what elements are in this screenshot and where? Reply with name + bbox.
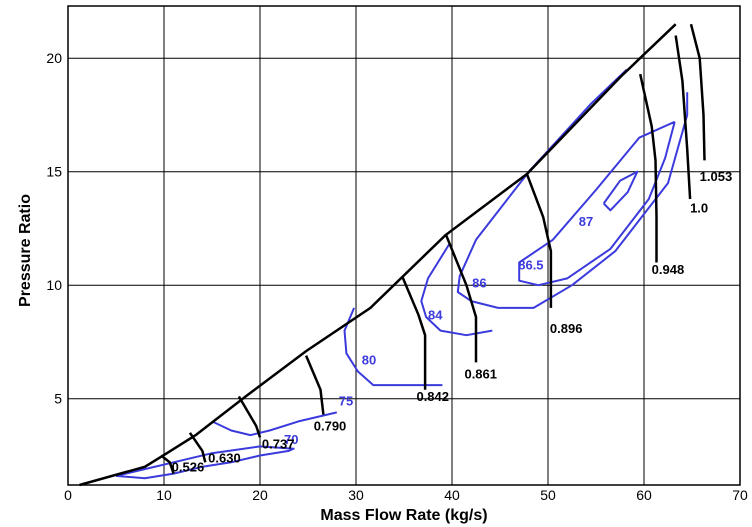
y-tick-label: 20	[46, 50, 62, 66]
efficiency-contour-86.5	[518, 120, 676, 287]
grid-lines	[68, 6, 740, 485]
x-axis-ticks: 0 10 20 30 40 50 60 70	[64, 487, 748, 503]
x-tick-label: 20	[252, 487, 268, 503]
efficiency-label: 80	[362, 353, 376, 368]
efficiency-label: 84	[428, 307, 443, 322]
speed-label: 0.948	[652, 262, 685, 277]
speed-line-0.630	[188, 432, 207, 463]
speed-label: 0.861	[464, 366, 497, 381]
y-tick-label: 5	[54, 391, 62, 407]
x-axis-title: Mass Flow Rate (kg/s)	[320, 507, 487, 524]
plot-frame	[67, 5, 741, 486]
efficiency-contours	[115, 68, 689, 480]
speed-line-0.790	[304, 355, 325, 415]
efficiency-contour-87	[602, 170, 639, 212]
x-tick-label: 40	[444, 487, 460, 503]
x-tick-label: 0	[64, 487, 72, 503]
efficiency-contour-75	[211, 411, 338, 437]
speed-label: 0.526	[172, 459, 205, 474]
speed-label: 0.737	[262, 437, 295, 452]
x-tick-label: 10	[156, 487, 172, 503]
speed-line-0.948	[638, 73, 658, 263]
speed-line-0.842	[400, 275, 427, 390]
speed-label: 0.790	[314, 419, 347, 434]
efficiency-label: 86.5	[518, 257, 543, 272]
y-axis-ticks: 5 10 15 20	[46, 50, 62, 407]
y-tick-label: 15	[46, 164, 62, 180]
speed-line-0.896	[525, 173, 553, 308]
speed-label: 0.896	[550, 321, 583, 336]
speed-lines	[160, 23, 706, 474]
efficiency-contour-80	[343, 307, 443, 387]
efficiency-label: 70	[284, 432, 298, 447]
speed-label: 0.630	[208, 450, 241, 465]
speed-line-1.0	[674, 35, 692, 200]
speed-line-0.737	[237, 395, 262, 438]
x-tick-label: 30	[348, 487, 364, 503]
x-tick-label: 60	[636, 487, 652, 503]
efficiency-contour-84	[420, 243, 493, 337]
speed-line-0.526	[160, 454, 175, 474]
speed-label: 1.053	[700, 169, 733, 184]
x-tick-label: 50	[540, 487, 556, 503]
efficiency-contour-86	[456, 68, 689, 309]
speed-label: 0.842	[416, 389, 449, 404]
efficiency-label: 75	[339, 394, 353, 409]
speed-line-0.861	[445, 234, 478, 363]
x-tick-label: 70	[732, 487, 748, 503]
speed-line-1.053	[689, 23, 706, 161]
speed-label: 1.0	[690, 201, 708, 216]
efficiency-label: 86	[472, 275, 486, 290]
surge-line	[79, 23, 677, 487]
y-tick-label: 10	[46, 277, 62, 293]
efficiency-label: 87	[579, 214, 593, 229]
y-axis-title: Pressure Ratio	[17, 194, 34, 307]
